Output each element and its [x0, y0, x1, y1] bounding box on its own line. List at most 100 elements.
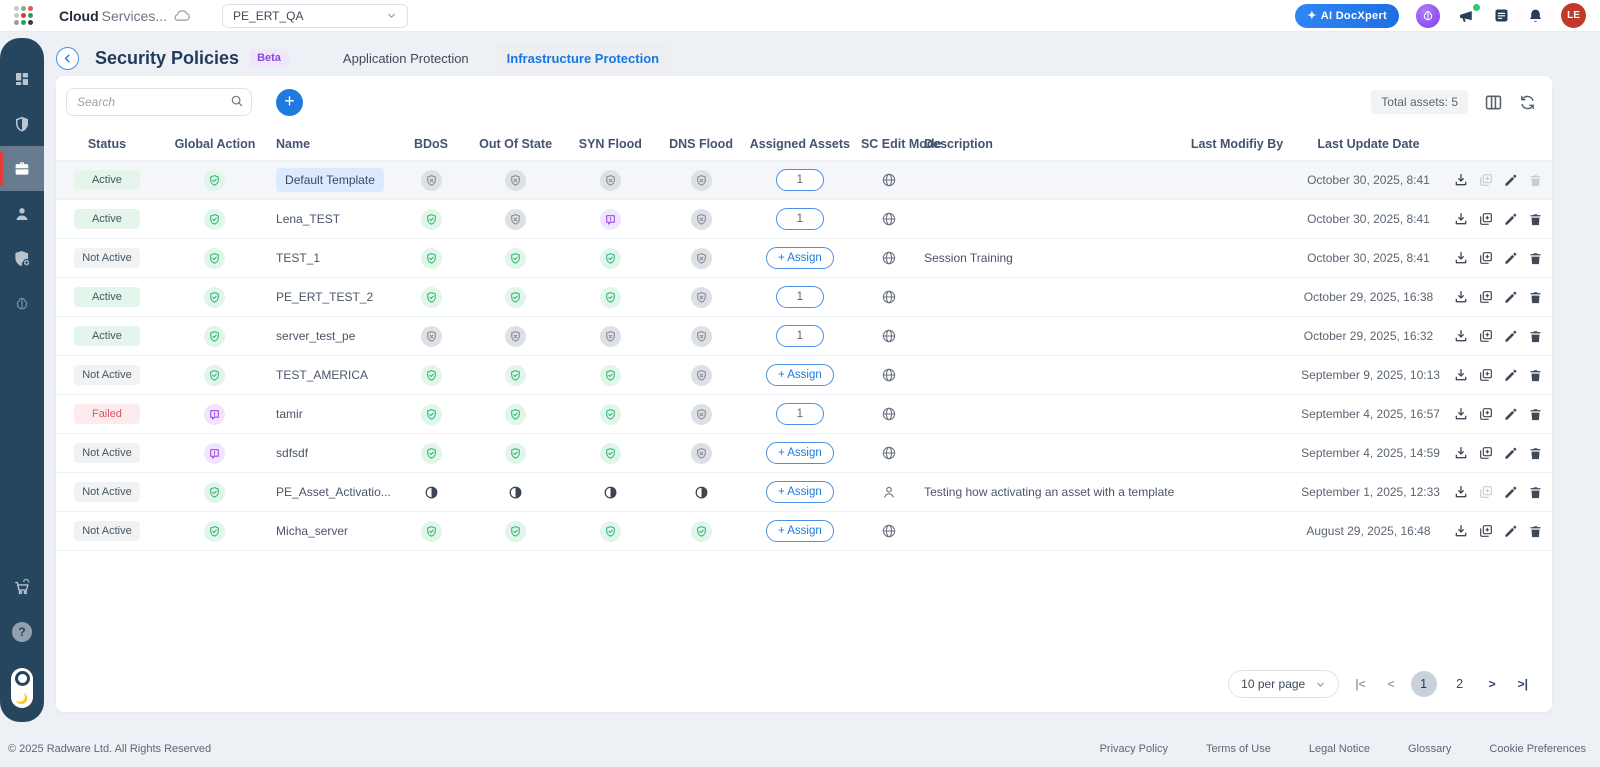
download-button[interactable]: [1448, 284, 1473, 309]
link-terms-of-use[interactable]: Terms of Use: [1206, 743, 1271, 755]
edit-button[interactable]: [1498, 285, 1523, 310]
col-name[interactable]: Name: [276, 137, 311, 151]
policy-name[interactable]: Micha_server: [276, 524, 349, 538]
table-row[interactable]: Not Active TEST_AMERICA + Assign September …: [56, 355, 1552, 395]
policy-name[interactable]: Default Template: [276, 168, 384, 192]
edit-button[interactable]: [1498, 519, 1523, 544]
assigned-assets-count[interactable]: 1: [775, 169, 824, 191]
assigned-assets-count[interactable]: 1: [775, 403, 824, 425]
table-row[interactable]: Not Active Micha_server + Assign August 29,…: [56, 511, 1552, 551]
assign-assets-button[interactable]: + Assign: [765, 442, 834, 464]
col-last-modified-by[interactable]: Last Modifiy By: [1190, 137, 1284, 151]
policy-name[interactable]: TEST_AMERICA: [276, 368, 369, 382]
duplicate-button[interactable]: [1473, 284, 1498, 309]
table-row[interactable]: Not Active PE_Asset_Activatio... + Assign T…: [56, 472, 1552, 512]
col-sc-edit-mode[interactable]: SC Edit Mode: [860, 137, 942, 151]
table-row[interactable]: Active PE_ERT_TEST_2 1 October 29, 2025, 16…: [56, 277, 1552, 317]
col-dns-flood[interactable]: DNS Flood: [669, 137, 733, 151]
download-button[interactable]: [1448, 518, 1473, 543]
duplicate-button[interactable]: [1473, 362, 1498, 387]
announcements-icon[interactable]: [1457, 3, 1480, 25]
link-glossary[interactable]: Glossary: [1407, 743, 1452, 755]
download-button[interactable]: [1448, 440, 1473, 465]
policy-name[interactable]: TEST_1: [276, 251, 321, 265]
sidebar-item-help[interactable]: ?: [0, 609, 44, 654]
assign-assets-button[interactable]: + Assign: [765, 247, 834, 269]
col-out-of-state[interactable]: Out Of State: [479, 137, 553, 151]
prev-page-button[interactable]: <: [1382, 673, 1401, 695]
policy-name[interactable]: PE_Asset_Activatio...: [276, 485, 391, 499]
edit-button[interactable]: [1498, 207, 1523, 232]
policy-name[interactable]: tamir: [276, 407, 303, 421]
sidebar-item-dashboard[interactable]: [0, 56, 44, 101]
assign-assets-button[interactable]: + Assign: [765, 520, 834, 542]
sidebar-item-protection[interactable]: [0, 101, 44, 146]
delete-button[interactable]: [1523, 246, 1548, 271]
table-row[interactable]: Active Lena_TEST 1 October 30, 2025, 8:41: [56, 199, 1552, 239]
delete-button[interactable]: [1523, 402, 1548, 427]
download-button[interactable]: [1448, 401, 1473, 426]
policy-name[interactable]: PE_ERT_TEST_2: [276, 290, 374, 304]
link-privacy-policy[interactable]: Privacy Policy: [1099, 743, 1169, 755]
assigned-assets-count[interactable]: 1: [775, 286, 824, 308]
col-status[interactable]: Status: [87, 137, 127, 151]
col-description[interactable]: Description: [924, 137, 993, 151]
policy-name[interactable]: Lena_TEST: [276, 212, 341, 226]
last-page-button[interactable]: >|: [1512, 673, 1534, 695]
edit-button[interactable]: [1498, 480, 1523, 505]
bell-icon[interactable]: [1527, 7, 1544, 25]
ai-docxpert-button[interactable]: ✦ AI DocXpert: [1295, 3, 1399, 28]
next-page-button[interactable]: >: [1483, 673, 1502, 695]
assign-assets-button[interactable]: + Assign: [765, 481, 834, 503]
duplicate-button[interactable]: [1473, 518, 1498, 543]
delete-button[interactable]: [1523, 207, 1548, 232]
edit-button[interactable]: [1498, 324, 1523, 349]
edit-button[interactable]: [1498, 246, 1523, 271]
col-global-action[interactable]: Global Action: [174, 137, 256, 151]
delete-button[interactable]: [1523, 285, 1548, 310]
delete-button[interactable]: [1523, 480, 1548, 505]
edit-button[interactable]: [1498, 441, 1523, 466]
app-launcher-icon[interactable]: [14, 6, 33, 25]
table-row[interactable]: Not Active sdfsdf + Assign September 4, 202…: [56, 433, 1552, 473]
duplicate-button[interactable]: [1473, 401, 1498, 426]
add-policy-button[interactable]: +: [276, 88, 303, 116]
page-2-button[interactable]: 2: [1447, 671, 1473, 697]
delete-button[interactable]: [1523, 363, 1548, 388]
col-syn-flood[interactable]: SYN Flood: [578, 137, 642, 151]
assigned-assets-count[interactable]: 1: [775, 325, 824, 347]
download-button[interactable]: [1448, 245, 1473, 270]
edit-button[interactable]: [1498, 168, 1523, 193]
delete-button[interactable]: [1523, 441, 1548, 466]
duplicate-button[interactable]: [1473, 323, 1498, 348]
sidebar-item-ai[interactable]: [0, 281, 44, 326]
link-cookie-preferences[interactable]: Cookie Preferences: [1489, 743, 1586, 755]
refresh-icon[interactable]: [1519, 94, 1536, 111]
policy-name[interactable]: sdfsdf: [276, 446, 309, 460]
duplicate-button[interactable]: [1473, 206, 1498, 231]
duplicate-button[interactable]: [1473, 440, 1498, 465]
tab-infrastructure-protection[interactable]: Infrastructure Protection: [494, 43, 672, 73]
delete-button[interactable]: [1523, 324, 1548, 349]
download-button[interactable]: [1448, 206, 1473, 231]
page-size-select[interactable]: 10 per page: [1228, 670, 1340, 698]
sidebar-item-marketplace[interactable]: [0, 564, 44, 609]
duplicate-button[interactable]: [1473, 245, 1498, 270]
page-1-button[interactable]: 1: [1410, 671, 1437, 697]
assign-assets-button[interactable]: + Assign: [765, 364, 834, 386]
theme-toggle[interactable]: 🌙: [11, 668, 33, 708]
edit-button[interactable]: [1498, 363, 1523, 388]
account-dropdown[interactable]: PE_ERT_QA: [222, 3, 409, 28]
release-notes-icon[interactable]: [1493, 7, 1510, 24]
col-assigned-assets[interactable]: Assigned Assets: [749, 137, 851, 151]
download-button[interactable]: [1448, 362, 1473, 387]
tab-application-protection[interactable]: Application Protection: [331, 44, 481, 73]
download-button[interactable]: [1448, 479, 1473, 504]
sidebar-item-users[interactable]: [0, 191, 44, 236]
edit-button[interactable]: [1498, 402, 1523, 427]
download-button[interactable]: [1448, 167, 1473, 192]
assigned-assets-count[interactable]: 1: [775, 208, 824, 230]
columns-icon[interactable]: [1484, 94, 1503, 111]
ai-assistant-icon[interactable]: [1416, 3, 1440, 28]
search-input[interactable]: [66, 88, 252, 116]
